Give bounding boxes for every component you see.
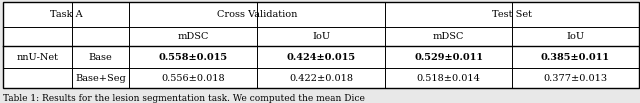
Text: IoU: IoU (566, 32, 584, 41)
Text: mDSC: mDSC (433, 32, 465, 41)
Text: 0.556±0.018: 0.556±0.018 (161, 74, 225, 83)
Text: mDSC: mDSC (177, 32, 209, 41)
Bar (3, 2, 639, 88)
Text: 0.529±0.011: 0.529±0.011 (414, 53, 483, 62)
Text: 0.558±0.015: 0.558±0.015 (159, 53, 228, 62)
Text: 0.422±0.018: 0.422±0.018 (289, 74, 353, 83)
Text: Base+Seg: Base+Seg (75, 74, 126, 83)
Text: Cross Validation: Cross Validation (217, 10, 298, 19)
Text: IoU: IoU (312, 32, 330, 41)
Text: 0.518±0.014: 0.518±0.014 (417, 74, 481, 83)
Text: Task A: Task A (50, 10, 83, 19)
Text: Test Set: Test Set (492, 10, 532, 19)
Text: nnU-Net: nnU-Net (17, 53, 58, 62)
Text: 0.424±0.015: 0.424±0.015 (287, 53, 356, 62)
Text: Base: Base (88, 53, 113, 62)
Text: 0.385±0.011: 0.385±0.011 (541, 53, 610, 62)
Text: 0.377±0.013: 0.377±0.013 (543, 74, 607, 83)
Text: Table 1: Results for the lesion segmentation task. We computed the mean Dice: Table 1: Results for the lesion segmenta… (3, 94, 365, 103)
